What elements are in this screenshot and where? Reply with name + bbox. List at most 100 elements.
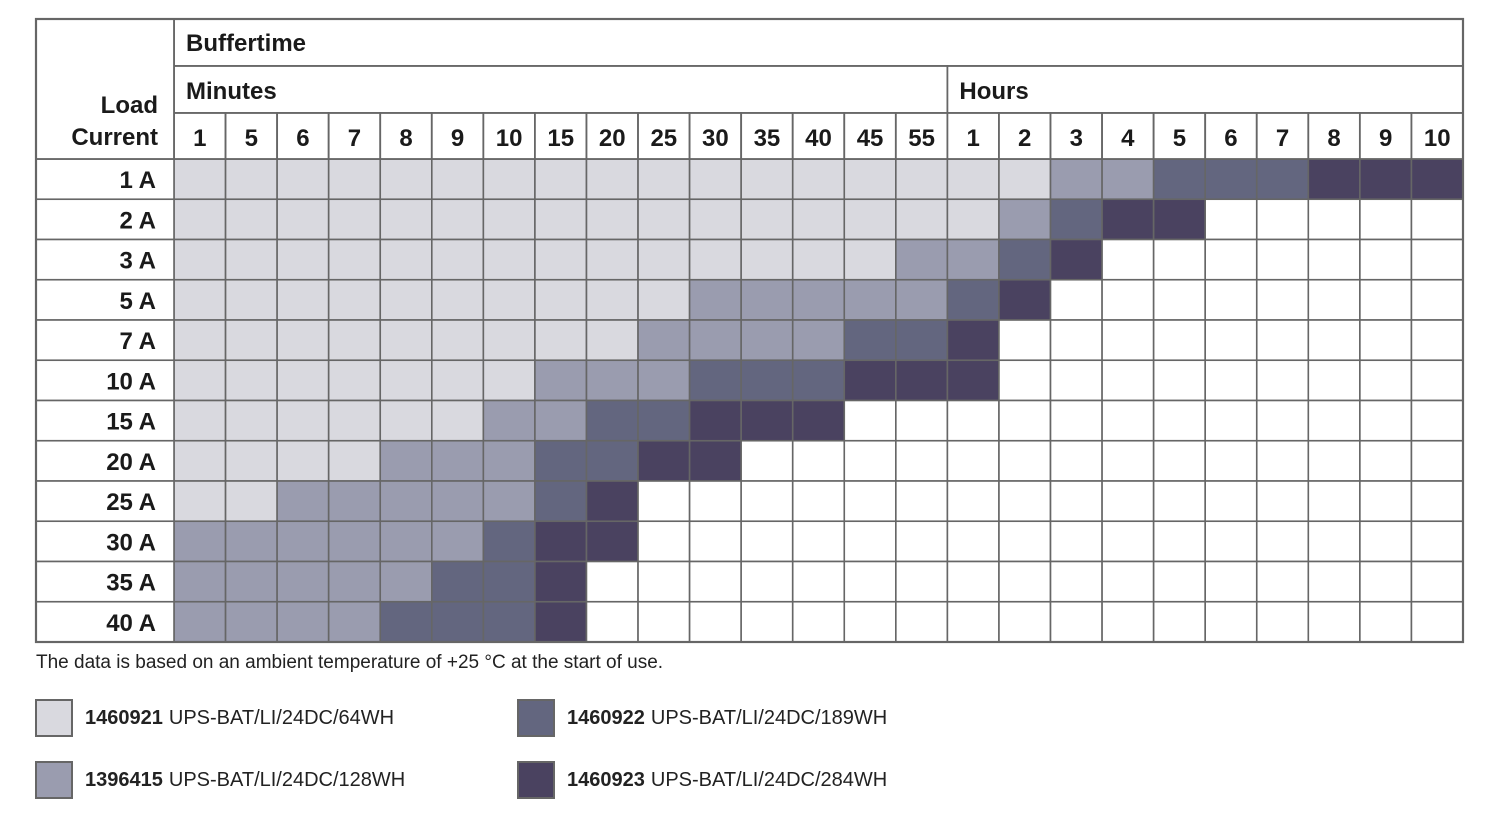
table-cell bbox=[534, 399, 588, 442]
legend-swatch bbox=[35, 761, 73, 799]
column-header-cell bbox=[173, 112, 227, 160]
table-cell bbox=[585, 439, 639, 482]
column-header-cell bbox=[585, 112, 639, 160]
column-header-label: 6 bbox=[1224, 125, 1237, 152]
table-cell bbox=[1255, 399, 1310, 442]
table-cell bbox=[1410, 359, 1464, 402]
table-cell bbox=[637, 439, 691, 482]
table-cell bbox=[843, 319, 897, 362]
row-label: 15 A bbox=[106, 409, 156, 436]
table-cell bbox=[1359, 439, 1413, 482]
table-cell bbox=[998, 319, 1052, 362]
table-cell bbox=[1307, 520, 1361, 563]
table-cell bbox=[379, 359, 433, 402]
table-cell bbox=[379, 399, 433, 442]
row-label-cell bbox=[35, 600, 175, 643]
table-cell bbox=[1152, 560, 1207, 603]
table-cell bbox=[1255, 198, 1310, 241]
row-label-cell bbox=[35, 278, 175, 321]
row-label: 1 A bbox=[120, 167, 156, 194]
column-header-label: 8 bbox=[399, 125, 412, 152]
table-cell bbox=[430, 238, 485, 281]
legend-item-1396415: 1396415 UPS-BAT/LI/24DC/128WH bbox=[35, 759, 405, 801]
column-header-label: 45 bbox=[857, 125, 884, 152]
column-header-label: 1 bbox=[193, 125, 206, 152]
table-cell bbox=[1410, 399, 1464, 442]
table-cell bbox=[895, 520, 949, 563]
table-cell bbox=[688, 399, 742, 442]
table-cell bbox=[430, 600, 485, 643]
table-cell bbox=[998, 439, 1052, 482]
table-cell bbox=[1152, 278, 1207, 321]
table-cell bbox=[327, 399, 382, 442]
table-cell bbox=[173, 399, 227, 442]
table-cell bbox=[482, 560, 536, 603]
table-cell bbox=[1307, 480, 1361, 523]
table-cell bbox=[1255, 238, 1310, 281]
row-header-label: Current bbox=[71, 124, 158, 151]
row-label: 25 A bbox=[106, 489, 156, 516]
table-cell bbox=[276, 158, 330, 201]
row-label: 7 A bbox=[120, 328, 156, 355]
table-cell bbox=[482, 319, 536, 362]
table-cell bbox=[1204, 520, 1258, 563]
table-cell bbox=[1204, 399, 1258, 442]
table-cell bbox=[482, 359, 536, 402]
table-cell bbox=[224, 560, 278, 603]
row-label-cell bbox=[35, 198, 175, 241]
table-cell bbox=[895, 359, 949, 402]
column-header-cell bbox=[740, 112, 794, 160]
table-cell bbox=[482, 238, 536, 281]
column-header-label: 8 bbox=[1327, 125, 1340, 152]
table-cell bbox=[843, 600, 897, 643]
table-cell bbox=[895, 278, 949, 321]
table-cell bbox=[637, 600, 691, 643]
table-cell bbox=[946, 198, 1000, 241]
table-cell bbox=[224, 278, 278, 321]
column-header-label: 6 bbox=[296, 125, 309, 152]
row-label: 40 A bbox=[106, 610, 156, 637]
table-cell bbox=[173, 439, 227, 482]
column-header-label: 10 bbox=[1424, 125, 1451, 152]
table-cell bbox=[430, 278, 485, 321]
table-cell bbox=[637, 359, 691, 402]
table-cell bbox=[637, 238, 691, 281]
table-cell bbox=[1255, 319, 1310, 362]
table-cell bbox=[688, 319, 742, 362]
table-cell bbox=[791, 238, 846, 281]
table-cell bbox=[276, 399, 330, 442]
table-cell bbox=[430, 158, 485, 201]
table-cell bbox=[1359, 399, 1413, 442]
table-cell bbox=[1255, 520, 1310, 563]
table-cell bbox=[1101, 560, 1155, 603]
row-label-cell bbox=[35, 520, 175, 563]
column-header-cell bbox=[1204, 112, 1258, 160]
table-cell bbox=[1255, 158, 1310, 201]
table-cell bbox=[1204, 278, 1258, 321]
table-cell bbox=[1307, 158, 1361, 201]
column-header-label: 10 bbox=[496, 125, 523, 152]
table-cell bbox=[1101, 238, 1155, 281]
table-cell bbox=[585, 480, 639, 523]
table-cell bbox=[534, 560, 588, 603]
chart-title: Buffertime bbox=[186, 30, 306, 57]
column-header-label: 4 bbox=[1121, 125, 1135, 152]
table-cell bbox=[1204, 560, 1258, 603]
ambient-temperature-note: The data is based on an ambient temperat… bbox=[36, 652, 664, 673]
table-cell bbox=[1204, 198, 1258, 241]
table-cell bbox=[946, 278, 1000, 321]
table-cell bbox=[791, 399, 846, 442]
table-cell bbox=[534, 238, 588, 281]
legend-name: UPS-BAT/LI/24DC/284WH bbox=[650, 768, 888, 791]
table-cell bbox=[1049, 399, 1103, 442]
table-cell bbox=[1410, 560, 1464, 603]
table-cell bbox=[740, 520, 794, 563]
table-cell bbox=[379, 319, 433, 362]
table-cell bbox=[740, 158, 794, 201]
table-cell bbox=[637, 278, 691, 321]
table-cell bbox=[688, 560, 742, 603]
table-cell bbox=[1101, 439, 1155, 482]
table-cell bbox=[1101, 158, 1155, 201]
table-cell bbox=[327, 359, 382, 402]
table-cell bbox=[379, 560, 433, 603]
